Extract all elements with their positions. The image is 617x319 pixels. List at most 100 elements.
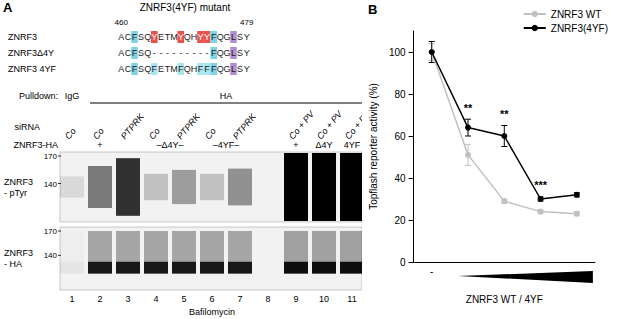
svg-text:F: F (204, 64, 210, 74)
svg-text:**: ** (464, 102, 473, 114)
svg-text:Bafilomycin: Bafilomycin (189, 307, 235, 317)
svg-text:siRNA: siRNA (14, 122, 40, 132)
svg-text:ZNRF3 WT: ZNRF3 WT (551, 9, 602, 20)
svg-text:60: 60 (394, 131, 406, 142)
svg-text:Q: Q (144, 64, 151, 74)
svg-text:-: - (159, 48, 162, 58)
svg-text:A: A (3, 0, 13, 15)
svg-text:PTPRK: PTPRK (231, 111, 259, 141)
svg-text:E: E (158, 64, 164, 74)
svg-text:- pTyr: - pTyr (4, 188, 27, 198)
svg-text:-: - (192, 48, 195, 58)
svg-text:-: - (430, 266, 433, 277)
svg-text:Co: Co (147, 126, 162, 141)
svg-text:2: 2 (97, 294, 102, 304)
svg-text:479: 479 (240, 18, 254, 27)
svg-text:S: S (237, 32, 243, 42)
svg-text:3: 3 (125, 294, 130, 304)
svg-text:Co + PV: Co + PV (315, 108, 345, 141)
svg-text:A: A (118, 48, 124, 58)
svg-text:Y: Y (197, 32, 203, 42)
svg-text:9: 9 (293, 294, 298, 304)
svg-text:ZNRF3(4YF): ZNRF3(4YF) (551, 23, 608, 34)
svg-text:-: - (206, 48, 209, 58)
svg-text:F: F (132, 48, 138, 58)
svg-text:+: + (97, 140, 102, 150)
svg-text:Q: Q (144, 32, 151, 42)
svg-text:E: E (158, 32, 164, 42)
svg-text:F: F (132, 32, 138, 42)
svg-text:F: F (198, 64, 204, 74)
svg-text:10: 10 (319, 294, 329, 304)
svg-text:C: C (125, 32, 132, 42)
svg-text:–4YF–: –4YF– (213, 140, 240, 150)
svg-text:Co: Co (91, 126, 106, 141)
svg-text:Co: Co (203, 126, 218, 141)
svg-text:ZNRF3 4YF: ZNRF3 4YF (8, 64, 57, 74)
svg-text:C: C (125, 64, 132, 74)
svg-text:ZNRF3Δ4Y: ZNRF3Δ4Y (8, 48, 54, 58)
svg-text:Co: Co (63, 126, 78, 141)
svg-text:ZNRF3: ZNRF3 (8, 32, 37, 42)
svg-text:L: L (231, 32, 236, 42)
svg-text:140: 140 (44, 180, 58, 189)
svg-text:8: 8 (265, 294, 270, 304)
svg-text:**: ** (500, 108, 509, 120)
svg-text:M: M (170, 64, 178, 74)
svg-text:L: L (231, 48, 236, 58)
svg-text:100: 100 (389, 47, 406, 58)
svg-text:PTPRK: PTPRK (119, 111, 147, 141)
svg-text:Y: Y (204, 32, 210, 42)
svg-text:170: 170 (44, 227, 58, 236)
svg-text:***: *** (534, 179, 548, 191)
svg-text:A: A (118, 32, 124, 42)
svg-text:PTPRK: PTPRK (175, 111, 203, 141)
svg-text:140: 140 (44, 251, 58, 260)
svg-text:Topflash reporter activity (%): Topflash reporter activity (%) (368, 83, 379, 210)
svg-text:H: H (191, 64, 198, 74)
svg-text:Y: Y (244, 64, 250, 74)
svg-text:Δ4Y: Δ4Y (315, 140, 332, 150)
svg-text:20: 20 (394, 215, 406, 226)
svg-text:7: 7 (237, 294, 242, 304)
svg-text:A: A (118, 64, 124, 74)
svg-text:-: - (186, 48, 189, 58)
svg-text:-: - (166, 48, 169, 58)
svg-text:F: F (152, 64, 158, 74)
svg-text:ZNRF3 WT / 4YF: ZNRF3 WT / 4YF (466, 294, 543, 305)
svg-text:C: C (125, 48, 132, 58)
svg-text:G: G (223, 64, 230, 74)
svg-text:460: 460 (115, 18, 129, 27)
svg-text:+: + (293, 140, 298, 150)
svg-text:L: L (231, 64, 236, 74)
svg-text:Y: Y (151, 32, 157, 42)
svg-text:80: 80 (394, 89, 406, 100)
svg-text:- HA: - HA (4, 259, 22, 269)
svg-text:Q: Q (144, 48, 151, 58)
svg-text:F: F (132, 64, 138, 74)
svg-text:ZNRF3: ZNRF3 (4, 177, 33, 187)
svg-text:Y: Y (244, 48, 250, 58)
svg-text:6: 6 (209, 294, 214, 304)
svg-text:170: 170 (44, 152, 58, 161)
svg-text:IgG: IgG (65, 91, 80, 101)
svg-text:H: H (191, 32, 198, 42)
svg-text:B: B (368, 2, 377, 17)
svg-text:4YF: 4YF (344, 140, 361, 150)
svg-text:G: G (223, 48, 230, 58)
svg-text:Co + PV: Co + PV (287, 108, 317, 141)
svg-text:-: - (173, 48, 176, 58)
svg-text:-: - (179, 48, 182, 58)
svg-text:5: 5 (181, 294, 186, 304)
svg-text:11: 11 (347, 294, 356, 304)
svg-text:HA: HA (220, 91, 233, 101)
svg-text:0: 0 (400, 257, 406, 268)
svg-text:Y: Y (244, 32, 250, 42)
svg-text:S: S (237, 64, 243, 74)
svg-text:-: - (153, 48, 156, 58)
svg-text:Pulldown:: Pulldown: (19, 91, 58, 101)
svg-text:ZNRF3-HA: ZNRF3-HA (14, 140, 59, 150)
svg-text:Co + PV: Co + PV (343, 108, 362, 141)
svg-text:4: 4 (153, 294, 158, 304)
svg-text:S: S (237, 48, 243, 58)
